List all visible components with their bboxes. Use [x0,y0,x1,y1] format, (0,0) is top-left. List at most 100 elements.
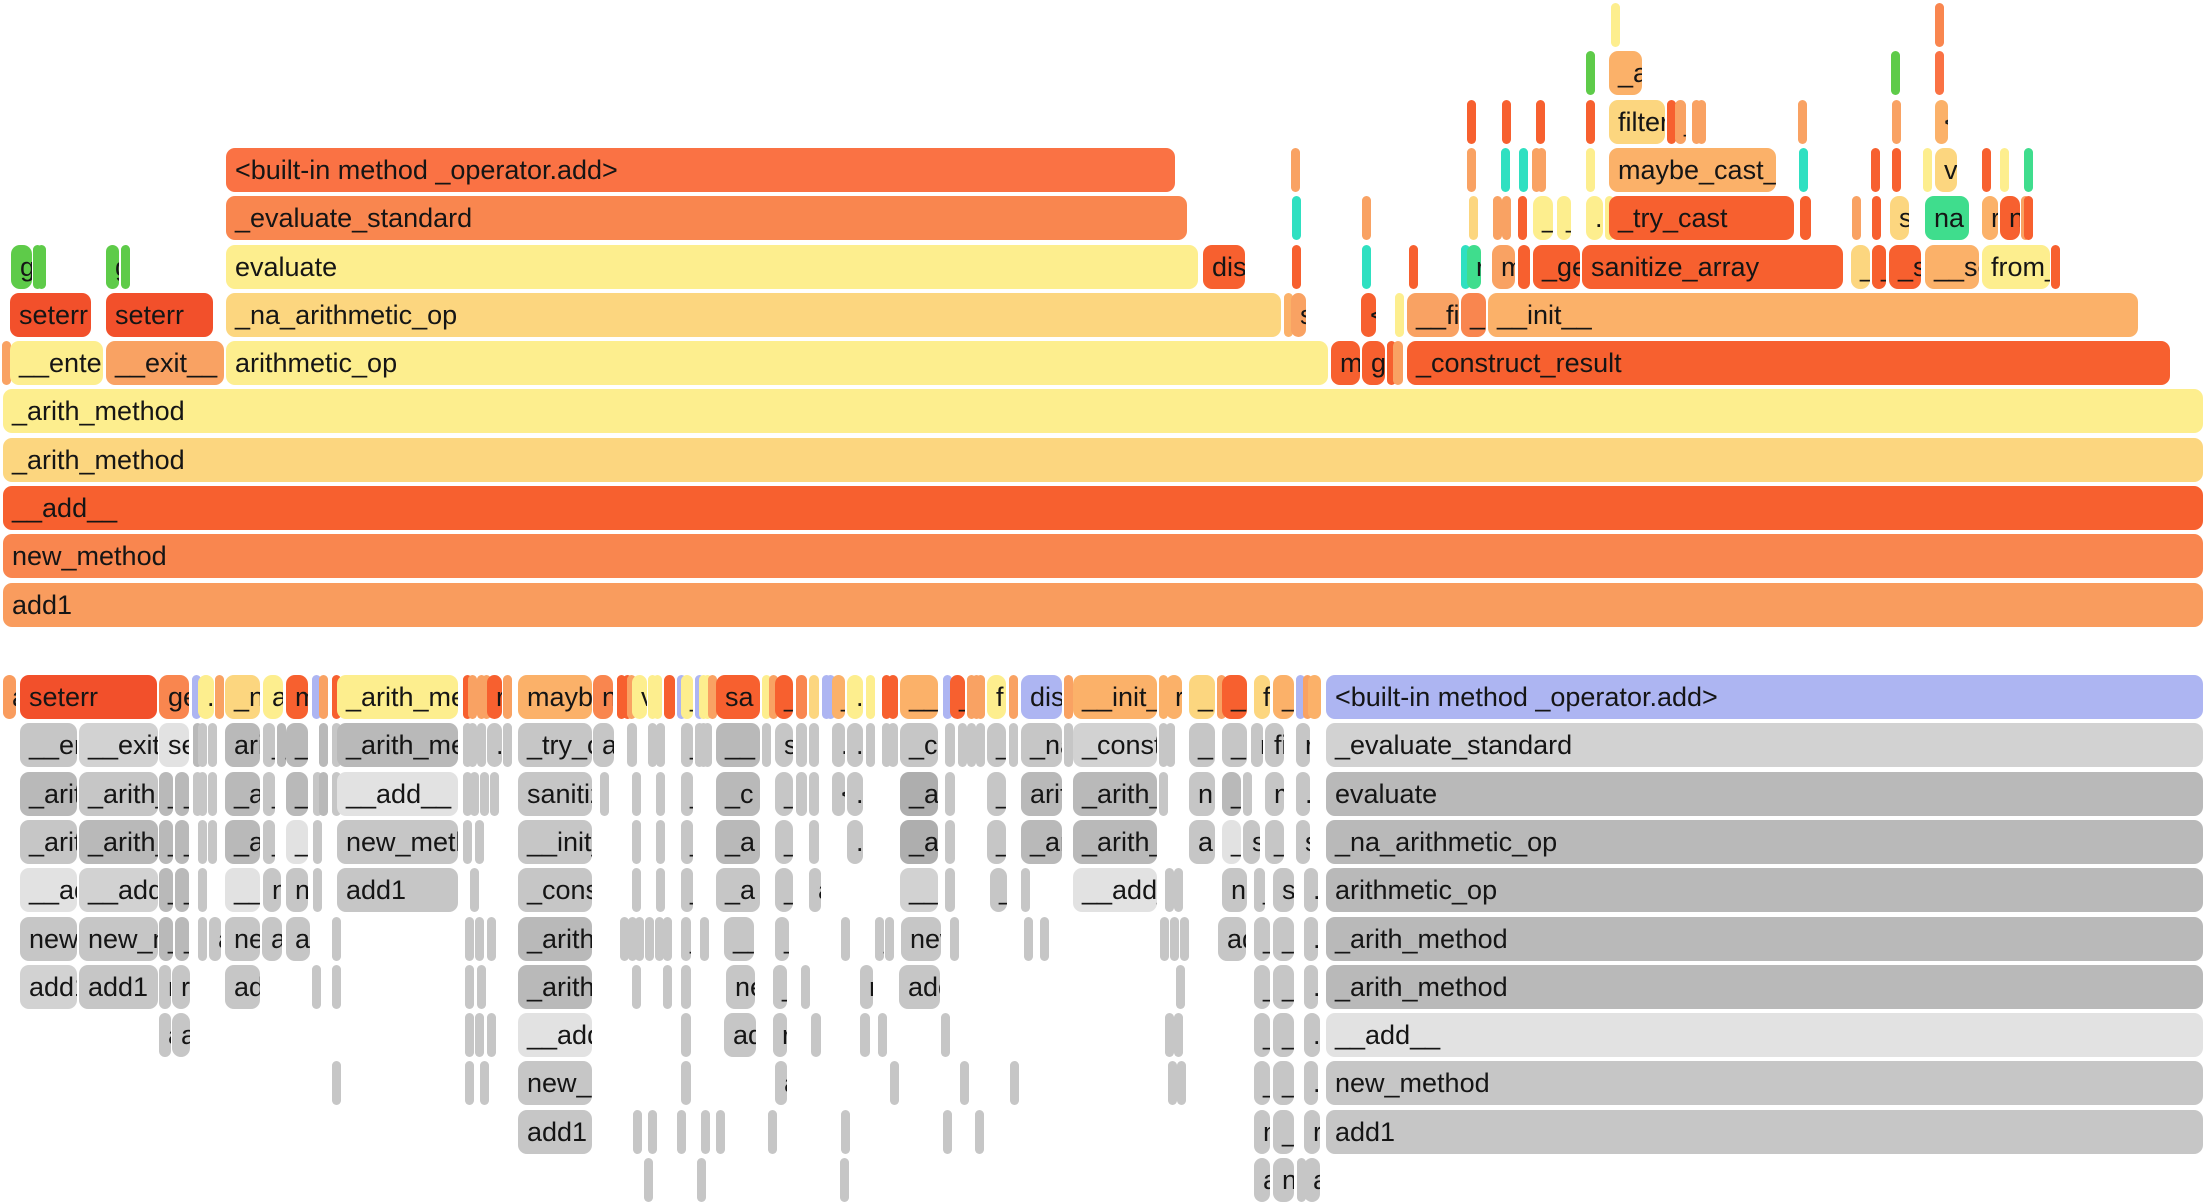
flame-bar[interactable] [1024,917,1033,961]
flame-bar[interactable]: . [1176,965,1185,1009]
flame-bar[interactable] [1040,917,1049,961]
flame-bar[interactable]: _ [1273,965,1294,1009]
flame-bar[interactable]: filter [1609,100,1665,144]
flame-bar[interactable]: seterr [10,293,91,337]
flame-bar[interactable]: __init__ [1488,293,2138,337]
flame-bar[interactable] [1493,196,1502,240]
flame-bar[interactable] [468,723,477,767]
flame-bar[interactable]: _ [1851,245,1870,289]
flame-bar[interactable]: _ [159,917,173,961]
flame-bar[interactable]: s [1296,820,1310,864]
flame-bar[interactable]: __init__ [518,820,592,864]
flame-bar[interactable]: . [198,772,207,816]
flame-bar[interactable] [888,675,898,719]
flame-bar[interactable]: n [263,868,281,912]
flame-bar[interactable]: f [987,675,1006,719]
flame-bar[interactable]: __add__ [1326,1013,2203,1057]
flame-bar[interactable]: f [1254,675,1270,719]
flame-bar[interactable] [1393,341,1403,385]
flame-bar[interactable]: __ [724,917,754,961]
flame-bar[interactable] [768,1110,777,1154]
flame-bar[interactable]: maybe_cast_t [518,675,592,719]
flame-bar[interactable] [762,723,771,767]
flame-bar[interactable]: a [809,772,819,816]
flame-bar[interactable]: _try_cast [518,723,592,767]
flame-bar[interactable] [1170,917,1179,961]
flame-bar[interactable]: . [663,965,672,1009]
flame-bar[interactable] [1891,51,1900,95]
flame-bar[interactable] [332,965,341,1009]
flame-bar[interactable]: _a [225,772,260,816]
flame-bar[interactable] [1291,148,1300,192]
flame-bar[interactable]: a [263,675,283,719]
flame-bar[interactable] [1009,675,1018,719]
flame-bar[interactable]: evaluate [1326,772,2203,816]
flame-bar[interactable]: _ [1254,965,1270,1009]
flame-bar[interactable]: s [1890,196,1909,240]
flame-bar[interactable] [475,917,484,961]
flame-bar[interactable] [1872,196,1881,240]
flame-bar[interactable] [1467,148,1476,192]
flame-bar[interactable]: < [1935,100,1948,144]
flame-bar[interactable] [215,675,224,719]
flame-bar[interactable]: __ [1222,820,1241,864]
flame-bar[interactable]: __se [1925,245,1979,289]
flame-bar[interactable]: _ [775,675,793,719]
flame-bar[interactable] [37,245,46,289]
flame-bar[interactable] [796,675,807,719]
flame-bar[interactable]: __add__ [79,868,158,912]
flame-bar[interactable] [313,820,322,864]
flame-bar[interactable]: r [681,1013,691,1057]
flame-bar[interactable]: _ [175,772,189,816]
flame-bar[interactable] [1409,245,1418,289]
flame-bar[interactable] [866,675,875,719]
flame-bar[interactable] [703,723,712,767]
flame-bar[interactable]: sanitize_array [1582,245,1843,289]
flame-bar[interactable]: add1 [518,1110,592,1154]
flame-bar[interactable]: s [775,723,793,767]
flame-bar[interactable]: add1 [1218,917,1246,961]
flame-bar[interactable]: v [632,675,647,719]
flame-bar[interactable]: _ [175,917,189,961]
flame-bar[interactable]: __add__ [337,772,458,816]
flame-bar[interactable] [1217,675,1226,719]
flame-bar[interactable]: _arith_method [337,723,458,767]
flame-bar[interactable] [2051,245,2060,289]
flame-bar[interactable]: . [1586,196,1603,240]
flame-bar[interactable]: . [656,723,665,767]
flame-bar[interactable]: r [860,965,873,1009]
flame-bar[interactable]: . [1304,1013,1320,1057]
flame-bar[interactable]: __exit__ [106,341,224,385]
flame-bar[interactable] [1461,245,1470,289]
flame-bar[interactable] [632,868,641,912]
flame-bar[interactable]: m [1331,341,1360,385]
flame-bar[interactable]: _ [775,868,793,912]
flame-bar[interactable]: a [262,917,282,961]
flame-bar[interactable]: . [632,772,641,816]
flame-bar[interactable] [1010,1061,1019,1105]
flame-bar[interactable]: __a [900,868,938,912]
flame-bar[interactable] [960,1061,969,1105]
flame-bar[interactable]: s [1273,868,1294,912]
flame-bar[interactable] [1892,100,1901,144]
flame-bar[interactable]: . [1159,772,1168,816]
flame-bar[interactable]: new_method [3,534,2203,578]
flame-bar[interactable]: - [681,965,691,1009]
flame-bar[interactable] [1180,917,1189,961]
flame-bar[interactable]: new_method [20,917,77,961]
flame-bar[interactable]: . [841,917,850,961]
flame-bar[interactable]: _ [1273,1061,1294,1105]
flame-bar[interactable] [332,723,341,767]
flame-bar[interactable]: new_method [901,917,941,961]
flame-bar[interactable] [762,675,771,719]
flame-bar[interactable]: a [809,868,821,912]
flame-bar[interactable] [1303,675,1312,719]
flame-bar[interactable]: _a [1222,772,1241,816]
flame-bar[interactable]: __ [225,868,260,912]
flame-bar[interactable]: . [1304,965,1318,1009]
flame-bar[interactable]: _a [716,868,760,912]
flame-bar[interactable]: sa [716,675,760,719]
flame-bar[interactable]: a [1304,1158,1320,1202]
flame-bar[interactable]: arithmetic_op [1021,772,1062,816]
flame-bar[interactable] [480,1061,489,1105]
